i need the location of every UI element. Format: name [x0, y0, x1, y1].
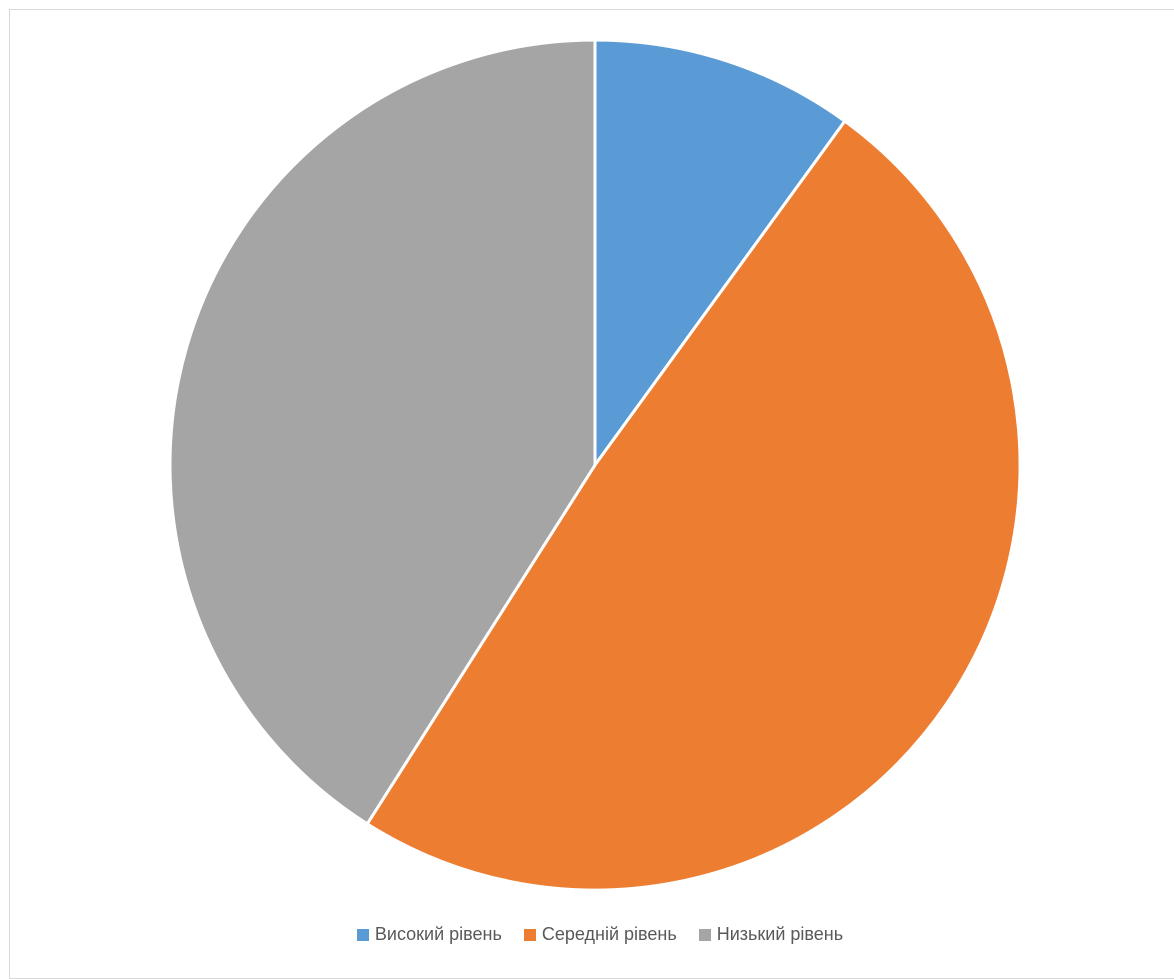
legend-swatch-low: [698, 928, 711, 941]
legend-item-low: Низький рівень: [698, 924, 844, 945]
legend-item-medium: Середній рівень: [523, 924, 677, 945]
pie-slice-high: [593, 38, 847, 467]
legend-item-high: Високий рівень: [356, 924, 502, 945]
pie-slice-medium: [365, 119, 1022, 892]
pie-slices: [168, 38, 1022, 892]
legend-label-high: Високий рівень: [374, 924, 502, 944]
legend-label-medium: Середній рівень: [541, 924, 677, 944]
legend: Високий рівень Середній рівень Низький р…: [0, 924, 1174, 945]
legend-swatch-high: [356, 928, 369, 941]
legend-swatch-medium: [523, 928, 536, 941]
pie-slice-low: [168, 38, 597, 826]
legend-label-low: Низький рівень: [716, 924, 844, 944]
